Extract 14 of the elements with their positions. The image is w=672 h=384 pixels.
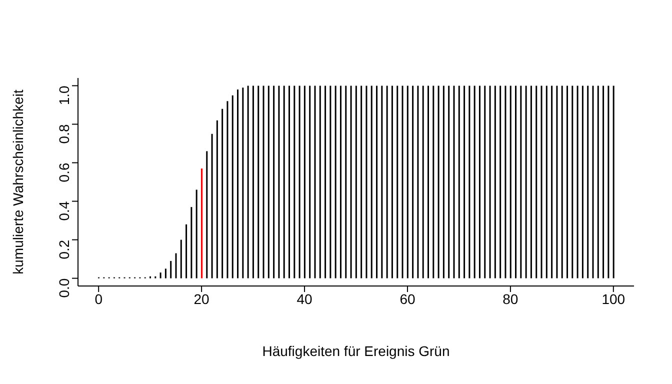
y-tick-label: 0.2: [56, 240, 72, 260]
x-tick-label: 40: [296, 290, 313, 307]
x-axis-title: Häufigkeiten für Ereignis Grün: [262, 343, 450, 359]
y-tick-label: 0.6: [56, 162, 72, 182]
y-tick-label: 0.0: [56, 278, 72, 298]
x-tick-label: 0: [94, 290, 103, 307]
y-tick-label: 0.4: [56, 201, 72, 221]
x-tick-label: 20: [194, 290, 210, 307]
y-tick-label: 0.8: [56, 124, 72, 144]
y-tick-label: 1.0: [56, 85, 72, 106]
y-axis-title: kumulierte Wahrscheinlichkeit: [10, 90, 26, 274]
x-tick-label: 100: [602, 290, 626, 307]
x-tick-label: 60: [400, 290, 416, 307]
x-tick-label: 80: [502, 290, 518, 307]
